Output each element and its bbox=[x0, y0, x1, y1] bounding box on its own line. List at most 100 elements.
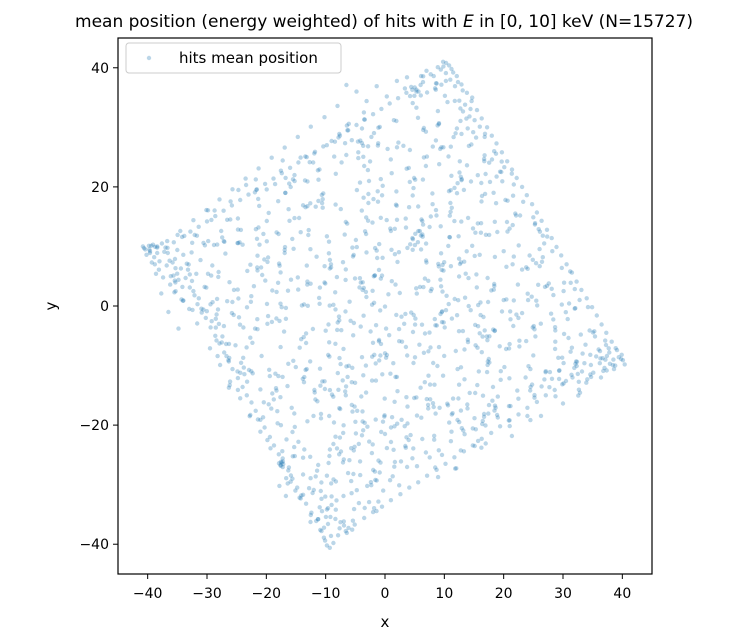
data-point bbox=[476, 302, 481, 308]
data-point bbox=[290, 177, 296, 182]
data-point bbox=[217, 341, 222, 346]
data-point bbox=[457, 419, 462, 425]
data-point bbox=[227, 383, 232, 388]
data-point bbox=[283, 316, 289, 321]
data-point bbox=[546, 281, 551, 286]
data-point bbox=[438, 277, 443, 282]
data-point bbox=[528, 417, 533, 423]
data-point bbox=[424, 154, 430, 159]
data-point bbox=[376, 499, 381, 504]
data-point bbox=[402, 86, 408, 91]
data-point bbox=[377, 124, 382, 130]
legend-marker bbox=[146, 55, 152, 61]
data-point bbox=[320, 379, 325, 384]
data-point bbox=[258, 265, 264, 270]
data-point bbox=[414, 105, 419, 110]
data-point bbox=[507, 376, 512, 381]
data-point bbox=[436, 448, 441, 453]
data-point bbox=[276, 199, 281, 204]
data-point bbox=[267, 373, 272, 379]
data-point bbox=[466, 275, 471, 281]
data-point bbox=[589, 305, 595, 310]
data-point bbox=[564, 262, 569, 267]
data-point bbox=[397, 290, 402, 296]
data-point bbox=[262, 425, 267, 430]
data-point bbox=[179, 234, 185, 240]
data-point bbox=[337, 526, 342, 531]
data-point bbox=[322, 264, 327, 269]
data-point bbox=[395, 421, 400, 426]
data-point bbox=[532, 395, 537, 400]
data-point bbox=[461, 428, 466, 433]
data-point bbox=[553, 328, 558, 333]
data-point bbox=[504, 219, 510, 225]
data-point bbox=[449, 173, 454, 178]
data-point bbox=[607, 350, 612, 355]
data-point bbox=[327, 387, 333, 393]
data-point bbox=[255, 265, 260, 270]
data-point bbox=[336, 314, 342, 319]
data-point bbox=[483, 441, 488, 446]
data-point bbox=[494, 174, 499, 179]
data-point bbox=[338, 406, 343, 412]
data-point bbox=[580, 351, 585, 356]
data-point bbox=[458, 365, 464, 370]
data-point bbox=[209, 319, 214, 324]
data-point bbox=[538, 321, 543, 326]
data-point bbox=[244, 393, 249, 398]
data-point bbox=[594, 354, 599, 359]
data-point bbox=[156, 267, 162, 272]
data-point bbox=[428, 72, 433, 77]
data-point bbox=[456, 396, 461, 401]
data-point bbox=[552, 325, 558, 330]
data-point bbox=[445, 401, 450, 406]
data-point bbox=[513, 213, 519, 218]
data-point bbox=[487, 179, 493, 185]
data-point bbox=[473, 343, 478, 348]
data-point bbox=[305, 279, 310, 284]
data-point bbox=[540, 255, 545, 260]
data-point bbox=[499, 169, 504, 175]
data-point bbox=[469, 98, 474, 104]
data-point bbox=[405, 353, 410, 358]
data-point bbox=[465, 126, 470, 131]
data-point bbox=[388, 425, 394, 430]
data-point bbox=[237, 322, 243, 327]
data-point bbox=[215, 353, 220, 359]
data-point bbox=[399, 339, 405, 344]
chart-title-prefix: mean position (energy weighted) of hits … bbox=[75, 12, 463, 32]
data-point bbox=[453, 466, 458, 471]
data-point bbox=[505, 159, 510, 164]
data-point bbox=[346, 121, 351, 127]
data-point bbox=[544, 227, 550, 232]
data-point bbox=[538, 413, 544, 419]
data-point bbox=[492, 408, 497, 413]
data-point bbox=[619, 352, 624, 357]
data-point bbox=[508, 317, 513, 322]
data-point bbox=[317, 301, 322, 306]
data-point bbox=[346, 363, 351, 368]
data-point bbox=[344, 152, 349, 158]
data-point bbox=[334, 274, 340, 280]
data-point bbox=[201, 307, 206, 312]
data-point bbox=[446, 301, 451, 307]
data-point bbox=[410, 235, 415, 241]
data-point bbox=[362, 505, 367, 511]
data-point bbox=[392, 252, 398, 257]
data-point bbox=[333, 307, 338, 312]
data-point bbox=[397, 339, 402, 344]
data-point bbox=[337, 435, 343, 440]
data-point bbox=[359, 140, 365, 146]
data-point bbox=[459, 131, 464, 137]
data-point bbox=[328, 262, 334, 267]
data-point bbox=[410, 100, 415, 106]
data-point bbox=[419, 217, 424, 222]
data-point bbox=[144, 252, 149, 257]
data-point bbox=[269, 155, 274, 160]
data-point bbox=[317, 505, 322, 510]
data-point bbox=[349, 138, 354, 143]
data-point bbox=[481, 414, 487, 419]
data-point bbox=[171, 273, 176, 278]
data-point bbox=[301, 380, 307, 385]
data-point bbox=[372, 245, 378, 251]
